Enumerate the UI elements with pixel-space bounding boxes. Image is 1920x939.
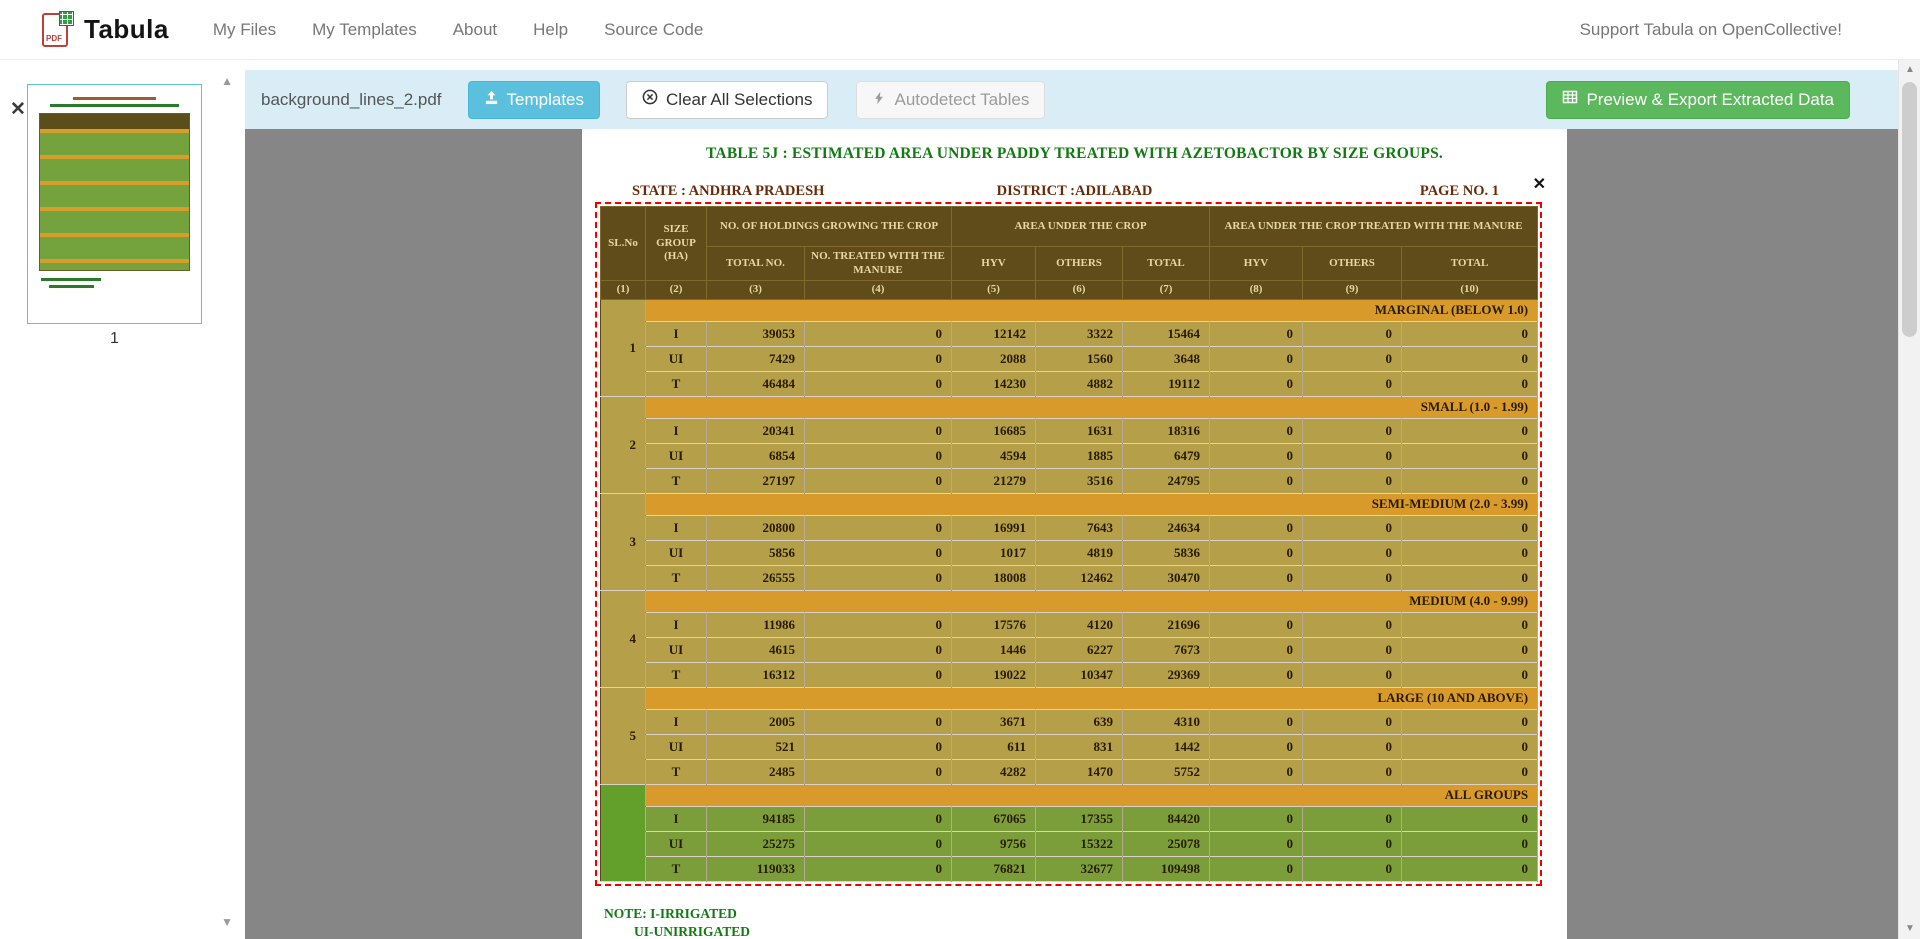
clear-all-selections-button[interactable]: Clear All Selections [626,81,828,119]
vertical-scrollbar[interactable]: ▲ ▼ [1898,60,1920,939]
nav-item-my-files[interactable]: My Files [195,0,294,60]
preview-export-button[interactable]: Preview & Export Extracted Data [1546,81,1850,119]
pdf-meta-row: STATE : ANDHRA PRADESH DISTRICT :ADILABA… [582,183,1567,203]
templates-button-label: Templates [507,90,584,110]
document-filename: background_lines_2.pdf [261,90,442,110]
autodetect-button-label: Autodetect Tables [894,90,1029,110]
thumbnail-table [39,113,190,271]
scrollbar-up-arrow-icon[interactable]: ▲ [1899,60,1920,80]
table-selection-box[interactable]: ✕ [595,202,1542,886]
thumbnail-table-header [40,114,189,129]
sidebar-scroll-up-icon[interactable]: ▲ [221,74,233,88]
document-toolbar: background_lines_2.pdf Templates Clear A… [245,70,1898,129]
brand-title: Tabula [84,14,169,45]
sidebar-scroll-down-icon[interactable]: ▼ [221,915,233,929]
nav-item-help[interactable]: Help [515,0,586,60]
templates-button[interactable]: Templates [468,81,600,119]
nav-menu: My Files My Templates About Help Source … [195,0,721,60]
export-button-label: Preview & Export Extracted Data [1586,90,1834,110]
top-navbar: Tabula My Files My Templates About Help … [0,0,1920,60]
scrollbar-thumb[interactable] [1902,82,1917,337]
note-unirrigated: UI-UNIRRIGATED [634,923,750,939]
selection-close-icon[interactable]: ✕ [1533,177,1546,193]
page-no-label: PAGE NO. 1 [1420,183,1499,200]
thumbnail-table-body [40,129,189,271]
clear-button-label: Clear All Selections [666,90,812,110]
circle-x-icon [642,89,658,110]
tabula-logo-icon [42,11,74,49]
table-grid-icon [59,11,74,26]
pdf-viewer-area: TABLE 5J : ESTIMATED AREA UNDER PADDY TR… [245,129,1898,939]
nav-item-source-code[interactable]: Source Code [586,0,721,60]
pdf-table-wrap: SL.No SIZE GROUP (HA) NO. OF HOLDINGS GR… [600,206,1537,882]
lightning-icon [872,90,886,110]
thumbnail-subtitle-line [50,104,180,107]
brand-link[interactable]: Tabula [0,11,169,49]
note-irrigated: NOTE: I-IRRIGATED [604,905,750,923]
thumbnail-page-number: 1 [27,330,202,348]
thumbnail-title-line [73,97,156,100]
scrollbar-down-arrow-icon[interactable]: ▼ [1899,919,1920,939]
remove-page-icon[interactable]: ✕ [10,100,26,119]
state-label: STATE : ANDHRA PRADESH [632,183,824,200]
thumbnail-note-line [41,278,101,281]
table-icon [1562,89,1578,110]
district-label: DISTRICT :ADILABAD [997,183,1153,200]
autodetect-tables-button[interactable]: Autodetect Tables [856,81,1045,119]
nav-item-about[interactable]: About [435,0,515,60]
thumbnail-note-line [49,285,94,288]
nav-item-my-templates[interactable]: My Templates [294,0,435,60]
page-thumbnail[interactable] [27,84,202,324]
upload-icon [484,90,499,110]
page-thumbnails-sidebar: ✕ ▲ 1 ▼ [0,60,245,939]
pdf-table-title: TABLE 5J : ESTIMATED AREA UNDER PADDY TR… [582,129,1567,163]
pdf-notes: NOTE: I-IRRIGATED UI-UNIRRIGATED [604,905,750,939]
pdf-page-canvas[interactable]: TABLE 5J : ESTIMATED AREA UNDER PADDY TR… [582,129,1567,939]
support-link[interactable]: Support Tabula on OpenCollective! [1580,20,1842,40]
